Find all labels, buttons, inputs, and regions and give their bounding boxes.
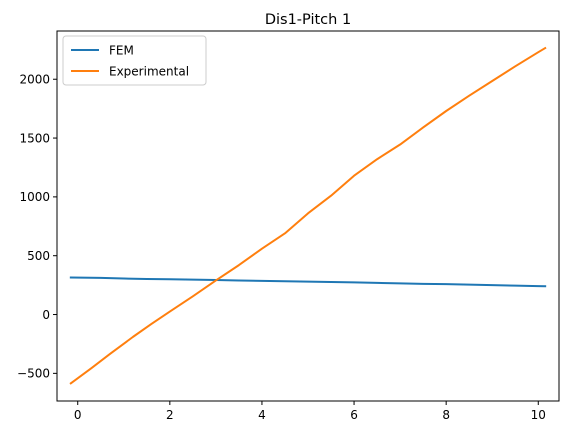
legend-label-fem: FEM [109, 43, 134, 57]
y-tick-label: −500 [17, 367, 50, 381]
x-tick-label: 8 [442, 408, 450, 422]
y-tick-label: 500 [27, 249, 50, 263]
axes-frame [56, 30, 560, 402]
legend-box [62, 35, 207, 86]
y-tick-label: 2000 [19, 73, 50, 87]
legend-label-experimental: Experimental [109, 64, 189, 78]
x-tick-label: 0 [74, 408, 82, 422]
x-tick-label: 6 [350, 408, 358, 422]
series-line-fem [69, 276, 547, 288]
y-tick-label: 1000 [19, 190, 50, 204]
x-tick-label: 4 [258, 408, 266, 422]
axes: 0 2 4 6 8 10 −500 0 500 1000 1500 2000 [17, 30, 560, 422]
x-tick-label: 2 [166, 408, 174, 422]
x-tick-label: 10 [531, 408, 546, 422]
legend: FEM Experimental [62, 35, 207, 86]
series-line-experimental [69, 46, 547, 385]
plot-area [69, 46, 547, 385]
chart-title: Dis1-Pitch 1 [265, 12, 351, 28]
y-tick-label: 1500 [19, 131, 50, 145]
y-tick-label: 0 [42, 308, 50, 322]
